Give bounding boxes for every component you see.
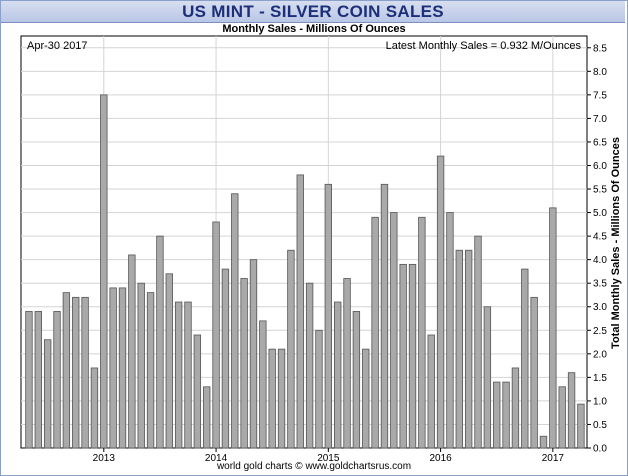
y-tick-label: 2.5 <box>593 326 607 337</box>
y-axis-ticks: 0.0 0.5 1.0 1.5 2.0 2.5 3.0 3.5 4.0 4.5 5.0 5.5 6.0 6… <box>587 43 607 455</box>
bar <box>334 301 342 449</box>
bar <box>221 268 230 449</box>
bar <box>240 278 248 449</box>
bar <box>203 386 211 449</box>
y-tick-label: 8.0 <box>593 67 607 78</box>
y-tick-label: 7.5 <box>593 90 607 101</box>
bar <box>567 372 576 449</box>
bar <box>408 263 417 449</box>
bar <box>277 348 286 449</box>
y-tick-label: 4.5 <box>593 232 607 243</box>
bar <box>305 282 314 449</box>
bar <box>231 193 239 449</box>
bar <box>362 348 370 449</box>
x-tick-label: 2017 <box>542 453 565 464</box>
y-tick-label: 0.5 <box>593 420 607 431</box>
bar <box>390 212 398 449</box>
bar <box>502 381 510 449</box>
bar <box>118 287 127 449</box>
bar <box>146 292 155 449</box>
bar <box>212 221 220 449</box>
bar <box>62 292 71 449</box>
bar <box>464 249 473 449</box>
grid-lines <box>21 36 587 448</box>
y-tick-label: 6.5 <box>593 137 607 148</box>
y-tick-label: 0.0 <box>593 444 607 455</box>
bar <box>109 287 117 449</box>
date-label: Apr-30 2017 <box>27 40 88 52</box>
y-tick-label: 8.5 <box>593 43 607 54</box>
bar <box>324 183 332 449</box>
y-axis-label: Total Monthly Sales - Millions Of Ounces <box>610 137 622 349</box>
bar <box>165 273 173 449</box>
bar <box>184 301 192 449</box>
bar <box>352 311 361 449</box>
bar <box>558 386 566 449</box>
y-tick-label: 5.0 <box>593 208 607 219</box>
bar <box>539 435 548 449</box>
bar <box>315 329 323 449</box>
chart-subtitle: Monthly Sales - Millions Of Ounces <box>222 23 406 35</box>
bar <box>100 94 108 449</box>
bar <box>474 235 482 449</box>
y-tick-label: 7.0 <box>593 114 607 125</box>
bar <box>549 207 557 449</box>
bar <box>380 183 389 449</box>
bars <box>25 94 585 449</box>
bar <box>156 235 164 449</box>
bar <box>343 278 351 449</box>
bar <box>34 311 42 449</box>
chart-title: US MINT - SILVER COIN SALES <box>182 2 444 21</box>
bar <box>455 249 463 449</box>
bar <box>483 306 492 449</box>
y-tick-label: 3.0 <box>593 302 607 313</box>
bar <box>25 311 33 449</box>
bar <box>511 367 520 449</box>
bar <box>427 334 435 449</box>
x-tick-label: 2016 <box>429 453 452 464</box>
x-tick-label: 2014 <box>205 453 228 464</box>
x-axis-ticks: 2013 2014 2015 2016 2017 <box>93 448 565 464</box>
bar <box>436 155 445 449</box>
title-bar: US MINT - SILVER COIN SALES <box>1 1 625 23</box>
bar <box>174 301 183 449</box>
latest-sales-label: Latest Monthly Sales = 0.932 M/Ounces <box>386 40 582 52</box>
x-tick-label: 2013 <box>93 453 116 464</box>
y-tick-label: 2.0 <box>593 349 607 360</box>
bar <box>446 212 454 449</box>
bar <box>371 216 379 449</box>
bar <box>193 334 202 449</box>
y-tick-label: 5.5 <box>593 185 607 196</box>
bar <box>577 403 585 449</box>
bar <box>249 259 258 449</box>
y-tick-label: 6.0 <box>593 161 607 172</box>
x-tick-label: 2015 <box>317 453 340 464</box>
bar <box>287 249 295 449</box>
bar <box>128 254 136 449</box>
bar <box>81 296 89 449</box>
bar <box>530 296 538 449</box>
bar <box>296 174 304 449</box>
bar <box>137 282 145 449</box>
bar <box>399 263 407 449</box>
bar <box>90 367 99 449</box>
y-tick-label: 4.0 <box>593 255 607 266</box>
bar <box>259 320 267 449</box>
bar <box>268 348 276 449</box>
footer-credit: world gold charts © www.goldchartsrus.co… <box>216 461 412 472</box>
bar <box>43 339 52 449</box>
y-tick-label: 1.0 <box>593 396 607 407</box>
bar <box>53 311 61 449</box>
y-tick-label: 1.5 <box>593 373 607 384</box>
y-tick-label: 3.5 <box>593 279 607 290</box>
bar <box>521 268 529 449</box>
bar <box>493 381 501 449</box>
bar <box>418 216 426 449</box>
bar <box>72 296 80 449</box>
